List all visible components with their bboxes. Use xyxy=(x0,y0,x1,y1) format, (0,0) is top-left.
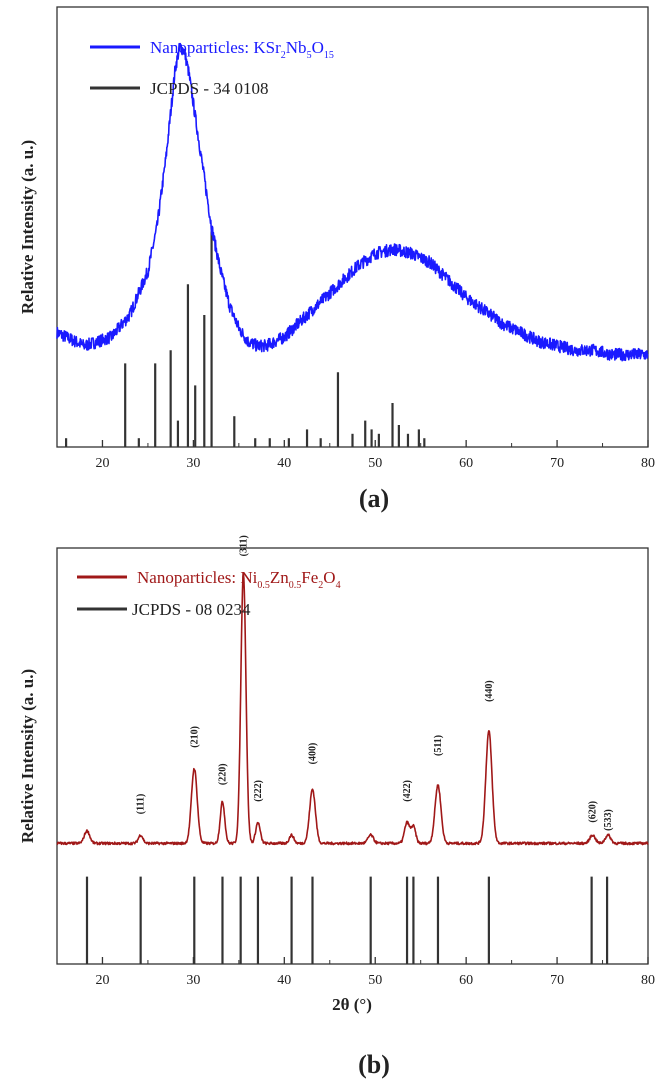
panel-b-y-axis-label: Relative Intensity (a. u.) xyxy=(18,669,37,843)
panel-a-nanoparticle-curve xyxy=(56,42,649,362)
panel-b-x-axis-label: 2θ (°) xyxy=(332,995,372,1014)
x-tick-label: 40 xyxy=(277,973,291,988)
x-tick-label: 50 xyxy=(368,456,382,471)
panel-b-legend-label-2: JCPDS - 08 0234 xyxy=(132,600,251,619)
x-tick-label: 70 xyxy=(550,973,564,988)
hkl-label: (220) xyxy=(217,763,228,785)
x-tick-label: 80 xyxy=(641,456,655,471)
panel-b-hkl-annotations: (111) (210) (220) (311) (222) (400) (422) (511)… xyxy=(136,535,614,831)
hkl-label: (511) xyxy=(433,735,444,756)
hkl-label: (311) xyxy=(238,535,249,556)
panel-b-x-axis: 20 30 40 50 60 70 80 xyxy=(95,957,655,988)
panel-b-reference-sticks xyxy=(85,876,609,964)
panel-a-frame xyxy=(56,6,649,448)
x-tick-label: 60 xyxy=(459,973,473,988)
hkl-label: (210) xyxy=(189,726,200,748)
panel-a-label: (a) xyxy=(359,484,389,513)
x-tick-label: 80 xyxy=(641,973,655,988)
panel-a-legend-label-1: Nanoparticles: KSr2Nb5O15 xyxy=(150,38,334,61)
panel-b-nanoparticle-curve xyxy=(56,573,649,846)
hkl-label: (422) xyxy=(402,780,413,802)
panel-a-legend: Nanoparticles: KSr2Nb5O15 JCPDS - 34 010… xyxy=(90,38,334,98)
panel-a-y-axis-label: Relative Intensity (a. u.) xyxy=(18,140,37,314)
x-tick-label: 50 xyxy=(368,973,382,988)
x-tick-label: 30 xyxy=(186,973,200,988)
panel-b-legend-label-1: Nanoparticles: Ni0.5Zn0.5Fe2O4 xyxy=(137,568,341,591)
hkl-label: (111) xyxy=(136,794,147,815)
x-tick-label: 30 xyxy=(186,456,200,471)
panel-a-reference-sticks xyxy=(64,231,426,447)
hkl-label: (400) xyxy=(307,743,318,765)
hkl-label: (533) xyxy=(603,809,614,831)
panel-b: (111) (210) (220) (311) (222) (400) (422) (511)… xyxy=(18,535,655,1079)
hkl-label: (222) xyxy=(253,780,264,802)
panel-b-label: (b) xyxy=(358,1050,390,1079)
hkl-label: (620) xyxy=(588,801,599,823)
x-tick-label: 70 xyxy=(550,456,564,471)
x-tick-label: 60 xyxy=(459,456,473,471)
panel-a-x-axis: 20 30 40 50 60 70 80 xyxy=(95,440,655,471)
x-tick-label: 20 xyxy=(95,456,109,471)
hkl-label: (440) xyxy=(484,680,495,702)
panel-a: 20 30 40 50 60 70 80 Nanoparticles: KSr2Nb5O15… xyxy=(18,6,655,513)
panel-a-legend-label-2: JCPDS - 34 0108 xyxy=(150,79,269,98)
panel-b-legend: Nanoparticles: Ni0.5Zn0.5Fe2O4 JCPDS - 0… xyxy=(77,568,341,619)
panel-b-frame xyxy=(56,547,649,965)
x-tick-label: 20 xyxy=(95,973,109,988)
x-tick-label: 40 xyxy=(277,456,291,471)
